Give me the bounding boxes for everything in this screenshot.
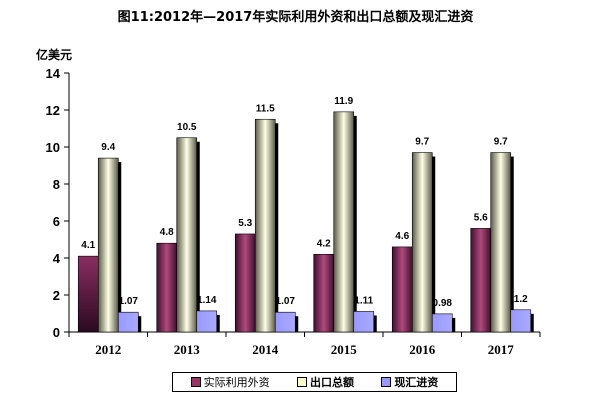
data-label: 1.07 [119, 296, 139, 307]
bar-depth [509, 156, 514, 332]
data-label: 5.6 [474, 212, 488, 223]
data-label: 1.07 [276, 296, 296, 307]
bar-fdi [234, 233, 256, 333]
bar-export [333, 111, 355, 333]
legend-label-export: 出口总额 [309, 376, 354, 389]
bar-depth [195, 141, 200, 332]
bar-cash-investment [274, 311, 296, 333]
bar-fdi [156, 242, 178, 333]
bar-cash-investment [510, 309, 532, 333]
bar-export [490, 152, 512, 333]
bar-export [254, 118, 276, 333]
legend-label-cash-investment: 现汇进资 [394, 376, 439, 389]
x-tick-label: 2014 [252, 342, 279, 357]
data-label: 0.98 [433, 298, 453, 309]
bar-depth [274, 123, 279, 332]
bar-fdi [470, 228, 492, 333]
y-tick-label: 4 [53, 251, 61, 266]
data-label: 9.4 [101, 142, 115, 153]
y-tick-label: 6 [53, 214, 60, 229]
y-tick-label: 0 [53, 325, 60, 340]
data-label: 1.2 [514, 294, 528, 305]
x-tick-label: 2016 [409, 342, 436, 357]
bar-export [411, 152, 433, 333]
bar-depth [352, 115, 357, 332]
data-label: 4.2 [317, 238, 331, 249]
bar-fdi [77, 255, 99, 333]
x-tick-label: 2013 [174, 342, 201, 357]
legend-item-cash-investment: 现汇进资 [381, 374, 438, 390]
bar-cash-investment [353, 311, 375, 333]
legend-label-fdi: 实际利用外资 [203, 376, 270, 389]
bar-depth [215, 314, 220, 332]
legend-item-fdi: 实际利用外资 [190, 374, 270, 390]
bar-depth [451, 317, 456, 332]
bar-export [176, 137, 198, 333]
legend-item-export: 出口总额 [296, 374, 354, 390]
data-label: 4.1 [81, 240, 95, 251]
data-labels-group: 4.1 9.4 1.07 4.8 10.5 1.14 5.3 11.5 1.07 4.2 11.9 1… [81, 96, 528, 309]
legend-swatch-export [296, 377, 307, 387]
y-tick-label: 10 [46, 140, 60, 155]
bar-export [97, 157, 119, 333]
bar-fdi [313, 254, 335, 333]
data-label: 4.8 [160, 227, 174, 238]
bar-fdi [391, 246, 413, 333]
chart-title: 图11:2012年—2017年实际利用外资和出口总额及现汇进资 [117, 10, 474, 25]
y-tick-label: 14 [46, 66, 61, 81]
x-tick-label: 2012 [95, 342, 121, 357]
bar-cash-investment [196, 310, 218, 333]
y-tick-label: 8 [53, 177, 60, 192]
data-label: 1.11 [354, 295, 373, 306]
bar-cash-investment [431, 313, 453, 333]
data-label: 5.3 [238, 218, 252, 229]
x-tick-label: 2015 [331, 342, 358, 357]
bars-group [77, 111, 534, 333]
bar-depth [529, 313, 534, 332]
bar-depth [137, 316, 142, 332]
y-tick-label: 12 [46, 103, 60, 118]
data-label: 1.14 [197, 295, 217, 306]
data-label: 9.7 [494, 137, 508, 148]
y-tick-label: 2 [53, 288, 60, 303]
bar-depth [431, 156, 436, 332]
data-label: 4.6 [395, 231, 409, 242]
data-label: 9.7 [415, 137, 429, 148]
bar-depth [372, 315, 377, 332]
bar-depth [117, 162, 122, 332]
legend-swatch-fdi [190, 377, 201, 387]
legend: 实际利用外资 出口总额 现汇进资 [172, 372, 457, 392]
data-label: 11.5 [256, 103, 275, 114]
legend-swatch-cash-investment [381, 377, 392, 387]
bar-depth [294, 316, 299, 332]
data-label: 11.9 [334, 96, 353, 107]
y-axis-label: 亿美元 [36, 47, 72, 62]
data-label: 10.5 [177, 122, 197, 133]
axes: 0 2 4 6 8 10 12 14 2012 2013 2014 2015 2016 2017 [46, 66, 541, 357]
x-tick-label: 2017 [488, 342, 515, 357]
bar-cash-investment [117, 311, 139, 333]
